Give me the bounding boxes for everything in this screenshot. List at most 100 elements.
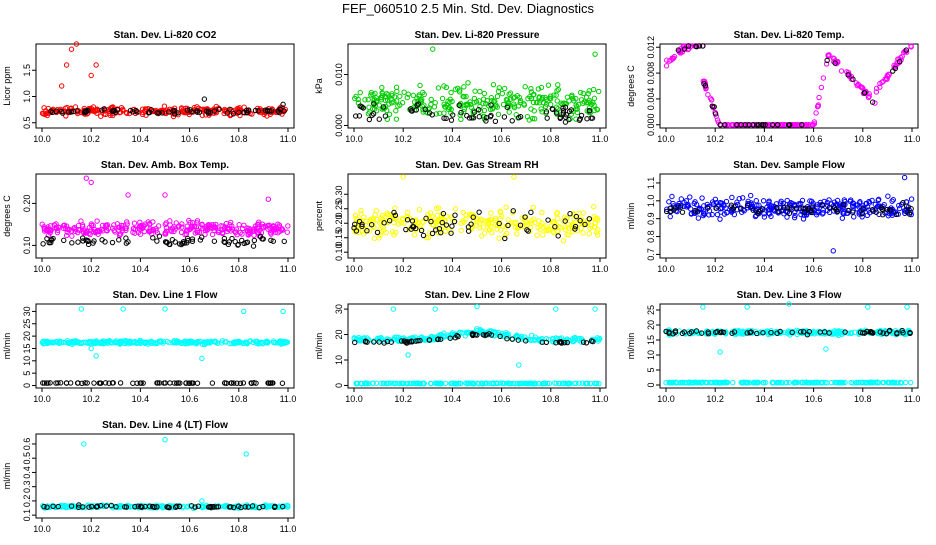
data-point [839, 328, 845, 335]
data-point [903, 49, 910, 55]
data-point [458, 220, 464, 226]
x-tick-label: 10.2 [706, 264, 724, 274]
data-point [448, 230, 454, 236]
data-point [700, 212, 706, 219]
data-point [476, 221, 483, 227]
data-point [417, 337, 423, 344]
data-point [170, 339, 176, 346]
data-point [260, 503, 266, 510]
y-tick-label: 10 [22, 356, 32, 366]
data-point [139, 106, 146, 112]
data-point [414, 102, 420, 108]
data-point [553, 110, 560, 116]
data-point [796, 202, 802, 208]
data-point [500, 101, 507, 108]
data-point [538, 84, 545, 91]
data-point [584, 116, 590, 122]
data-point [729, 194, 735, 201]
data-point [397, 380, 403, 387]
data-point [39, 221, 45, 227]
data-point [838, 68, 845, 74]
data-point [786, 210, 793, 217]
data-point [586, 216, 593, 222]
data-point [574, 106, 580, 112]
y-axis-label: degrees C [2, 195, 12, 237]
y-axis-label: degrees C [626, 65, 636, 107]
data-point [199, 112, 206, 119]
data-point [768, 329, 774, 336]
data-point [364, 228, 370, 234]
chart-panel: Stan. Dev. Line 2 Flow ml/min 10.0 10.2 10.4… [314, 290, 608, 404]
data-point [120, 306, 126, 312]
data-point [488, 332, 495, 338]
data-point [789, 329, 795, 336]
data-point [373, 95, 379, 101]
data-point [793, 205, 800, 211]
data-point [393, 116, 400, 122]
data-point [464, 380, 470, 387]
data-point [189, 109, 195, 115]
data-point [58, 108, 65, 115]
data-point [681, 46, 688, 52]
data-point [448, 228, 454, 234]
data-point [818, 84, 825, 91]
data-point [784, 204, 791, 211]
data-point [434, 212, 441, 219]
data-point [379, 84, 385, 91]
data-point [53, 108, 59, 114]
data-point [441, 115, 447, 121]
data-point [668, 205, 674, 211]
data-point [442, 228, 449, 235]
data-point [896, 58, 903, 65]
data-point [737, 206, 744, 212]
data-point [428, 380, 434, 387]
data-point [481, 90, 488, 97]
data-point [552, 224, 558, 230]
data-point [441, 101, 447, 107]
data-point [43, 380, 50, 386]
data-point [451, 218, 458, 225]
data-point [776, 208, 782, 215]
data-point [253, 340, 260, 347]
y-tick-label: 10 [646, 350, 656, 360]
data-point [547, 101, 554, 108]
data-point [696, 43, 703, 49]
data-point [391, 209, 397, 216]
y-tick-label: 0 [22, 383, 32, 388]
data-point [268, 380, 274, 386]
data-point [555, 233, 561, 239]
x-tick-label: 10.8 [854, 264, 872, 274]
y-tick-label: 0.9 [646, 212, 656, 225]
data-point [495, 88, 502, 95]
data-point [873, 85, 880, 92]
data-point [753, 198, 759, 204]
data-point [748, 192, 754, 199]
data-point [561, 339, 568, 346]
data-point [244, 110, 250, 116]
data-point [562, 119, 569, 125]
data-point [240, 380, 247, 386]
x-tick-label: 10.0 [33, 264, 51, 274]
data-point [521, 101, 527, 107]
data-point [704, 379, 710, 386]
data-point [53, 225, 60, 232]
data-point [666, 379, 672, 386]
data-point [879, 79, 885, 86]
data-point [251, 380, 257, 386]
data-point [847, 197, 854, 203]
data-point [103, 503, 110, 509]
data-point [900, 200, 906, 206]
data-point [75, 504, 82, 511]
data-point [679, 379, 686, 386]
data-point [200, 225, 206, 232]
data-point [760, 330, 766, 336]
data-point [753, 122, 760, 128]
data-point [195, 503, 202, 509]
data-point [588, 223, 594, 229]
data-point [879, 206, 885, 212]
data-point [471, 109, 478, 115]
data-point [857, 199, 863, 205]
y-axis-label: kPa [314, 78, 324, 94]
data-point [40, 341, 47, 347]
data-point [562, 218, 568, 224]
